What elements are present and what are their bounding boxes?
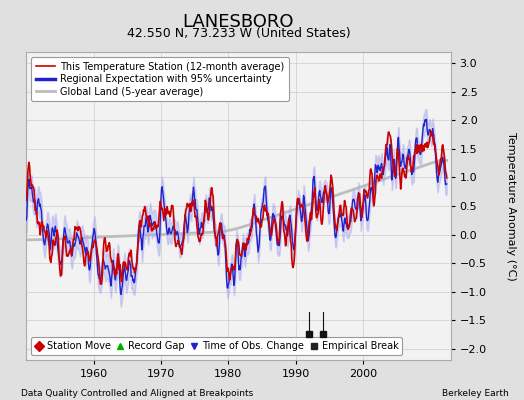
- Legend: Station Move, Record Gap, Time of Obs. Change, Empirical Break: Station Move, Record Gap, Time of Obs. C…: [31, 337, 402, 355]
- Y-axis label: Temperature Anomaly (°C): Temperature Anomaly (°C): [506, 132, 516, 280]
- Text: 42.550 N, 73.233 W (United States): 42.550 N, 73.233 W (United States): [127, 27, 350, 40]
- Text: Data Quality Controlled and Aligned at Breakpoints: Data Quality Controlled and Aligned at B…: [21, 389, 253, 398]
- Text: Berkeley Earth: Berkeley Earth: [442, 389, 508, 398]
- Title: LANESBORO: LANESBORO: [183, 13, 294, 31]
